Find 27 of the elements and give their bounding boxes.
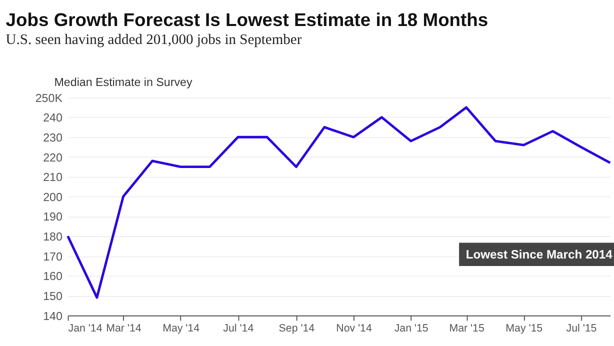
x-tick-label: Jul '15: [566, 322, 597, 334]
x-tick-label: May '14: [162, 322, 200, 334]
y-tick-label: 140: [43, 310, 62, 323]
x-tick-label: Jul '14: [223, 322, 254, 334]
y-tick-label: 210: [43, 171, 62, 184]
y-tick-label: 220: [43, 151, 62, 164]
y-tick-label: 180: [43, 230, 62, 244]
y-tick-label: 250K: [35, 92, 63, 105]
x-tick-label: Mar '14: [106, 322, 142, 334]
y-tick-label: 240: [43, 112, 62, 125]
x-tick-label: May '15: [506, 322, 543, 334]
y-tick-label: 230: [43, 131, 62, 144]
y-tick-label: 170: [43, 250, 62, 264]
x-tick-label: Sep '14: [278, 322, 315, 334]
x-tick-label: Nov '14: [336, 322, 372, 334]
x-tick-label: Mar '15: [449, 322, 484, 334]
y-tick-label: 200: [43, 190, 62, 204]
chart-title: Jobs Growth Forecast Is Lowest Estimate in 18 Months: [6, 8, 488, 30]
x-tick-label: Jan '14: [68, 322, 102, 334]
x-tick-label: Jan '15: [394, 322, 428, 334]
y-tick-label: 160: [43, 270, 62, 284]
line-series: [66, 106, 612, 299]
chart-subtitle: U.S. seen having added 201,000 jobs in September: [6, 32, 302, 48]
text: Median Estimate in Survey: [54, 76, 193, 89]
y-tick-label: 190: [43, 210, 62, 224]
annotation: Lowest Since March 2014: [466, 247, 613, 262]
y-tick-label: 150: [43, 290, 62, 303]
